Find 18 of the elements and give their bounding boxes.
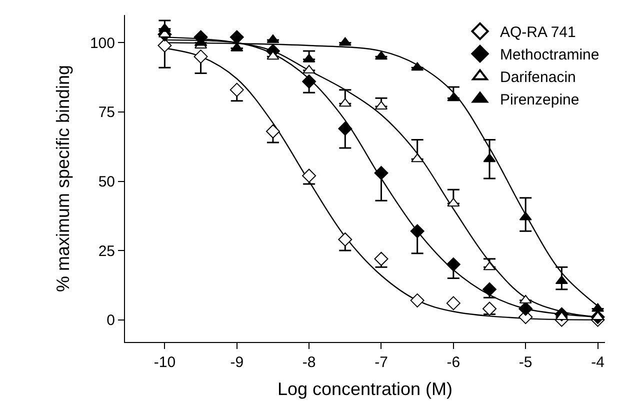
x-tick-label: -5 <box>518 354 532 371</box>
legend-label: Methoctramine <box>500 46 600 64</box>
legend-label: Darifenacin <box>500 69 576 86</box>
x-tick-label: -6 <box>446 354 460 371</box>
y-tick-label: 75 <box>98 104 115 122</box>
x-tick-label: -4 <box>591 354 604 371</box>
x-tick-label: -7 <box>374 354 388 371</box>
legend-label: AQ-RA 741 <box>500 24 576 42</box>
x-axis-title: Log concentration (M) <box>277 379 453 400</box>
x-tick-label: -10 <box>154 354 176 371</box>
legend-label: Pirenzepine <box>500 92 580 109</box>
y-tick-label: 0 <box>106 312 115 330</box>
x-tick-label: -9 <box>230 354 244 371</box>
x-tick-label: -8 <box>302 354 316 371</box>
y-tick-label: 50 <box>98 174 115 191</box>
y-tick-label: 100 <box>90 34 115 52</box>
y-axis-title: % maximum specific binding <box>53 64 74 292</box>
y-tick-label: 25 <box>98 242 115 260</box>
